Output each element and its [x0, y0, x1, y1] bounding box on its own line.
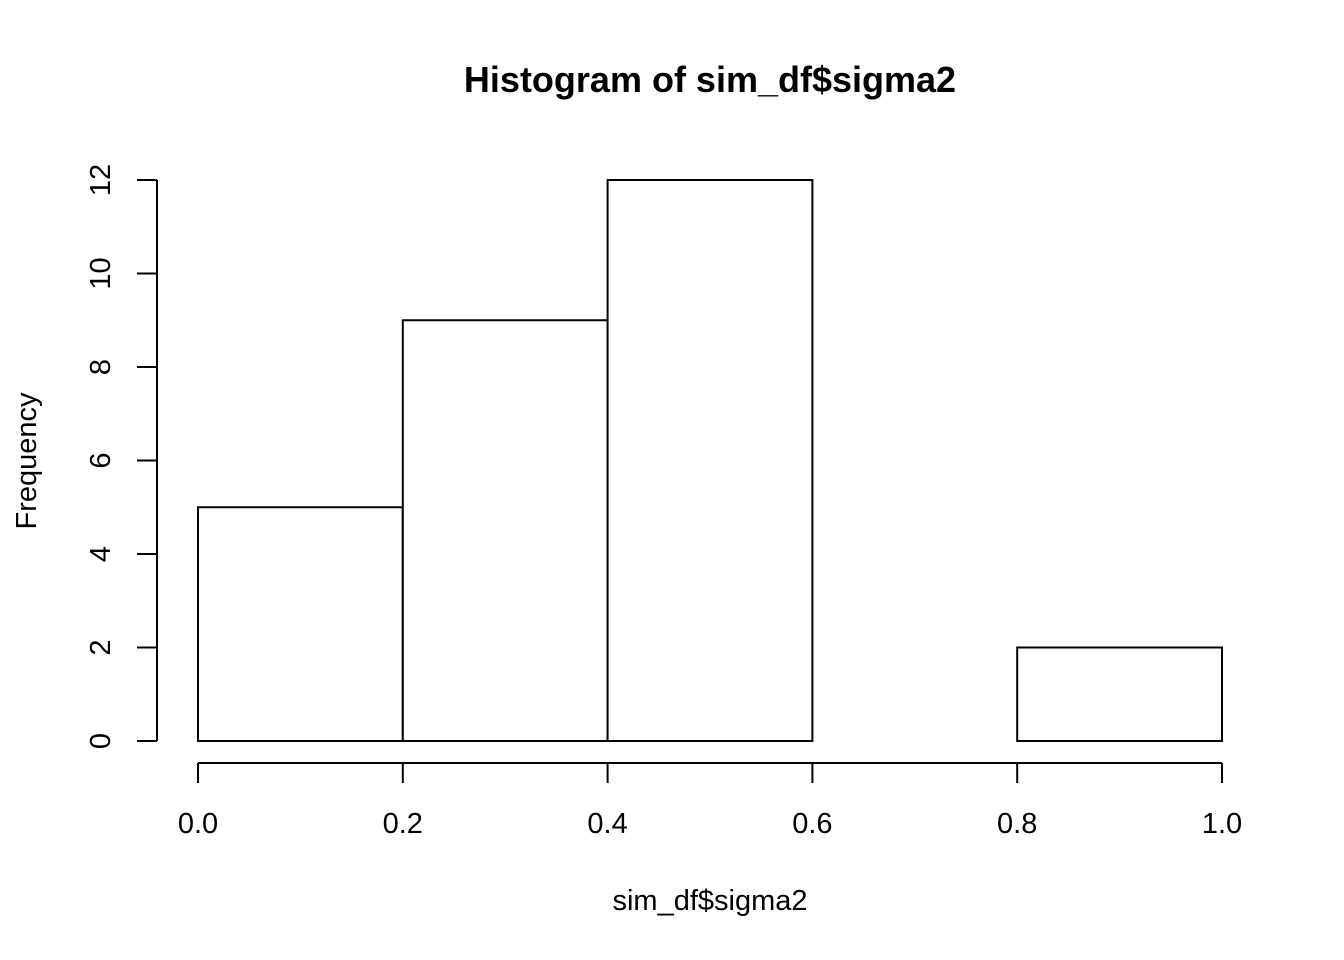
y-axis: 0 2 4 6 8 10 12 — [85, 164, 158, 749]
histogram-bar — [401, 319, 609, 742]
x-tick-label: 0.4 — [587, 808, 627, 840]
y-tick-label: 2 — [85, 639, 117, 655]
histogram-bar — [606, 179, 814, 742]
bars-group — [197, 179, 1224, 742]
x-tick-label: 1.0 — [1202, 808, 1242, 840]
y-tick-label: 12 — [85, 164, 117, 196]
y-tick-label: 10 — [85, 257, 117, 289]
y-tick-label: 0 — [85, 733, 117, 749]
y-tick-label: 6 — [85, 452, 117, 468]
x-tick-label: 0.8 — [997, 808, 1037, 840]
x-axis: 0.0 0.2 0.4 0.6 0.8 1.0 — [178, 762, 1242, 840]
histogram-bar — [1016, 646, 1224, 742]
y-axis-label: Frequency — [11, 392, 43, 530]
histogram-bar — [197, 506, 404, 742]
chart-title: Histogram of sim_df$sigma2 — [464, 59, 956, 100]
y-tick-label: 8 — [85, 359, 117, 375]
x-tick-label: 0.2 — [383, 808, 423, 840]
y-tick-label: 4 — [85, 546, 117, 562]
x-axis-label: sim_df$sigma2 — [612, 885, 807, 917]
x-tick-label: 0.0 — [178, 808, 218, 840]
x-tick-label: 0.6 — [792, 808, 832, 840]
